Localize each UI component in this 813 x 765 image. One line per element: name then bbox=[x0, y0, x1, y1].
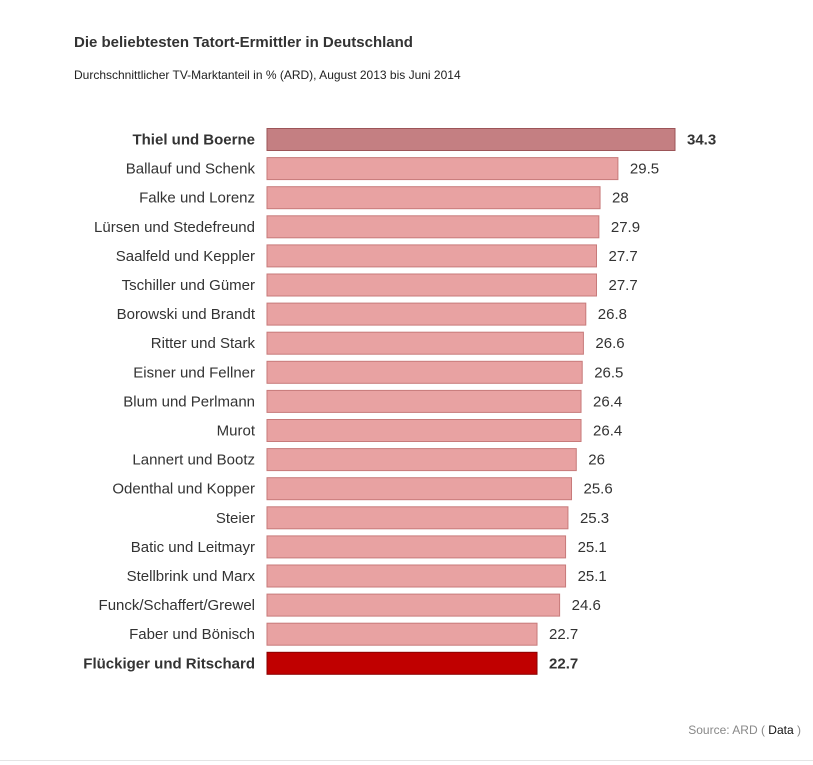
data-link[interactable]: Data bbox=[768, 723, 794, 737]
value-label: 26.5 bbox=[594, 364, 623, 381]
category-label: Saalfeld und Keppler bbox=[116, 248, 255, 265]
category-label: Lannert und Bootz bbox=[132, 452, 255, 469]
bar[interactable] bbox=[266, 157, 619, 181]
category-label: Faber und Bönisch bbox=[129, 626, 255, 643]
value-label: 28 bbox=[612, 190, 629, 207]
chart-title: Die beliebtesten Tatort-Ermittler in Deu… bbox=[74, 34, 413, 51]
bar[interactable] bbox=[266, 186, 601, 210]
bar[interactable] bbox=[266, 302, 587, 326]
value-label: 26.4 bbox=[593, 393, 622, 410]
bar[interactable] bbox=[266, 244, 597, 268]
category-label: Lürsen und Stedefreund bbox=[94, 219, 255, 236]
category-label: Tschiller und Gümer bbox=[122, 277, 255, 294]
category-label: Batic und Leitmayr bbox=[131, 539, 255, 556]
value-label: 26.8 bbox=[598, 306, 627, 323]
bar[interactable] bbox=[266, 389, 582, 413]
category-label: Blum und Perlmann bbox=[123, 393, 255, 410]
source-prefix: Source: ARD ( bbox=[688, 723, 765, 737]
value-label: 29.5 bbox=[630, 161, 659, 178]
category-label: Ballauf und Schenk bbox=[126, 161, 256, 178]
bar[interactable] bbox=[266, 506, 569, 530]
bar[interactable] bbox=[266, 331, 584, 355]
value-label: 25.1 bbox=[578, 539, 607, 556]
category-label: Murot bbox=[217, 423, 256, 440]
category-label: Borowski und Brandt bbox=[117, 306, 256, 323]
bar[interactable] bbox=[266, 477, 573, 501]
bar[interactable] bbox=[266, 419, 582, 442]
value-label: 25.6 bbox=[584, 481, 613, 498]
category-label: Eisner und Fellner bbox=[133, 364, 255, 381]
source-credit: Source: ARD ( Data ) bbox=[688, 723, 801, 737]
bottom-divider bbox=[0, 760, 813, 761]
bar[interactable] bbox=[266, 593, 561, 617]
source-suffix: ) bbox=[797, 723, 801, 737]
value-label: 27.7 bbox=[608, 248, 637, 265]
category-label: Stellbrink und Marx bbox=[127, 568, 256, 585]
category-label: Thiel und Boerne bbox=[132, 132, 255, 149]
value-label: 26.4 bbox=[593, 423, 622, 440]
category-label: Odenthal und Kopper bbox=[112, 481, 255, 498]
bar[interactable] bbox=[266, 622, 538, 646]
value-label: 22.7 bbox=[549, 626, 578, 643]
bar-chart: Thiel und Boerne 34.3 Ballauf und Schenk 29… bbox=[83, 128, 716, 675]
value-label: 25.3 bbox=[580, 510, 609, 527]
value-label: 25.1 bbox=[578, 568, 607, 585]
category-label: Falke und Lorenz bbox=[139, 190, 255, 207]
bar[interactable] bbox=[266, 564, 567, 588]
value-label: 24.6 bbox=[572, 597, 601, 614]
value-label: 27.7 bbox=[608, 277, 637, 294]
value-label: 27.9 bbox=[611, 219, 640, 236]
category-label: Flückiger und Ritschard bbox=[83, 655, 255, 672]
category-label: Ritter und Stark bbox=[151, 335, 256, 352]
value-label: 26.6 bbox=[595, 335, 624, 352]
bar[interactable] bbox=[266, 273, 597, 297]
value-label: 22.7 bbox=[549, 655, 578, 672]
bar[interactable] bbox=[266, 448, 577, 472]
bar[interactable] bbox=[266, 651, 538, 675]
value-label: 26 bbox=[588, 452, 605, 469]
value-label: 34.3 bbox=[687, 132, 716, 149]
category-label: Funck/Schaffert/Grewel bbox=[99, 597, 255, 614]
chart-subtitle: Durchschnittlicher TV-Marktanteil in % (… bbox=[74, 68, 461, 82]
bar[interactable] bbox=[266, 360, 583, 384]
bar[interactable] bbox=[266, 128, 676, 151]
bar[interactable] bbox=[266, 215, 600, 239]
bar[interactable] bbox=[266, 535, 567, 559]
category-label: Steier bbox=[216, 510, 255, 527]
